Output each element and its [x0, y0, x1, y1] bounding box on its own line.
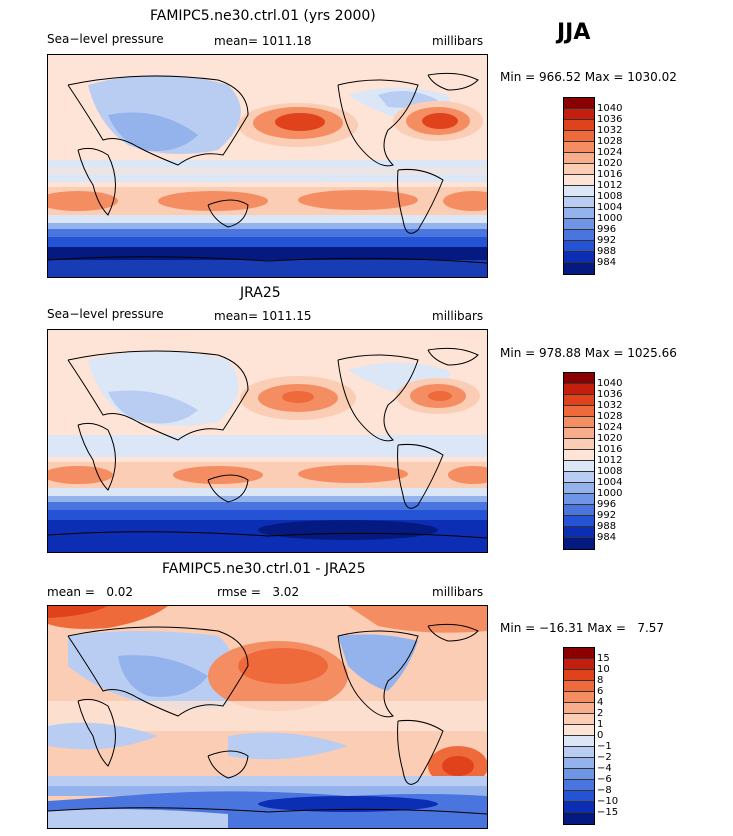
colorbar-tick-label: 992 — [597, 510, 617, 521]
colorbar-tick-label: 8 — [597, 675, 604, 686]
colorbar-tick-label: 2 — [597, 708, 604, 719]
panel-3-map — [47, 605, 488, 829]
colorbar-tick-label: 992 — [597, 235, 617, 246]
colorbar-tick-label: 1036 — [597, 114, 623, 125]
colorbar-tick-label: −15 — [597, 807, 619, 818]
panel-2-units-label: millibars — [432, 309, 484, 323]
colorbar-tick-label: 1028 — [597, 411, 623, 422]
colorbar-tick-label: 1016 — [597, 444, 623, 455]
panel-1-title: FAMIPC5.ne30.ctrl.01 (yrs 2000) — [150, 8, 376, 24]
colorbar-tick-label: −2 — [597, 752, 612, 763]
panel-1-variable-label: Sea−level pressure — [47, 32, 164, 46]
colorbar-tick-label: −10 — [597, 796, 619, 807]
colorbar-tick-label: 984 — [597, 532, 617, 543]
panel-3-minmax: Min = −16.31 Max = 7.57 — [500, 621, 665, 635]
panel-2-mean-label: mean= 1011.15 — [214, 309, 312, 323]
colorbar-tick-label: 4 — [597, 697, 604, 708]
colorbar-tick-label: 1024 — [597, 147, 623, 158]
colorbar-tick-label: 1028 — [597, 136, 623, 147]
colorbar-tick-label: −8 — [597, 785, 612, 796]
colorbar-tick-label: 1020 — [597, 433, 623, 444]
panel-2-colorbar — [563, 372, 595, 550]
panel-1-units-label: millibars — [432, 34, 484, 48]
panel-3-units-label: millibars — [432, 585, 484, 599]
colorbar-tick-label: 996 — [597, 499, 617, 510]
colorbar-tick-label: 15 — [597, 653, 610, 664]
colorbar-tick-label: 1020 — [597, 158, 623, 169]
panel-3-mean-label: mean = 0.02 — [47, 585, 134, 599]
colorbar-tick-label: 1004 — [597, 477, 623, 488]
season-label: JJA — [557, 20, 591, 45]
colorbar-tick-label: 1024 — [597, 422, 623, 433]
colorbar-tick-label: 1040 — [597, 378, 623, 389]
panel-2-variable-label: Sea−level pressure — [47, 307, 164, 321]
colorbar-tick-label: 1012 — [597, 180, 623, 191]
colorbar-tick-label: 1012 — [597, 455, 623, 466]
colorbar-tick-label: −1 — [597, 741, 612, 752]
colorbar-tick-label: 0 — [597, 730, 604, 741]
colorbar-tick-label: 1008 — [597, 191, 623, 202]
panel-1-colorbar — [563, 97, 595, 275]
colorbar-tick-label: 1016 — [597, 169, 623, 180]
colorbar-tick-label: 984 — [597, 257, 617, 268]
panel-1-minmax: Min = 966.52 Max = 1030.02 — [500, 70, 677, 84]
colorbar-tick-label: 10 — [597, 664, 610, 675]
panel-1-mean-label: mean= 1011.18 — [214, 34, 312, 48]
colorbar-tick-label: 1040 — [597, 103, 623, 114]
panel-2-title: JRA25 — [240, 285, 281, 301]
panel-2-map — [47, 329, 488, 553]
panel-3-title: FAMIPC5.ne30.ctrl.01 - JRA25 — [162, 561, 366, 577]
panel-1-map — [47, 54, 488, 278]
colorbar-tick-label: 996 — [597, 224, 617, 235]
colorbar-tick-label: 1004 — [597, 202, 623, 213]
colorbar-tick-label: 1000 — [597, 488, 623, 499]
colorbar-tick-label: 1032 — [597, 125, 623, 136]
colorbar-tick-label: 1008 — [597, 466, 623, 477]
colorbar-tick-label: 1036 — [597, 389, 623, 400]
colorbar-tick-label: 1032 — [597, 400, 623, 411]
colorbar-tick-label: 1000 — [597, 213, 623, 224]
panel-3-colorbar — [563, 647, 595, 825]
panel-2-minmax: Min = 978.88 Max = 1025.66 — [500, 346, 677, 360]
colorbar-tick-label: 988 — [597, 521, 617, 532]
panel-3-rmse-label: rmse = 3.02 — [217, 585, 300, 599]
colorbar-tick-label: 988 — [597, 246, 617, 257]
colorbar-tick-label: −4 — [597, 763, 612, 774]
colorbar-tick-label: 1 — [597, 719, 604, 730]
colorbar-tick-label: −6 — [597, 774, 612, 785]
colorbar-tick-label: 6 — [597, 686, 604, 697]
